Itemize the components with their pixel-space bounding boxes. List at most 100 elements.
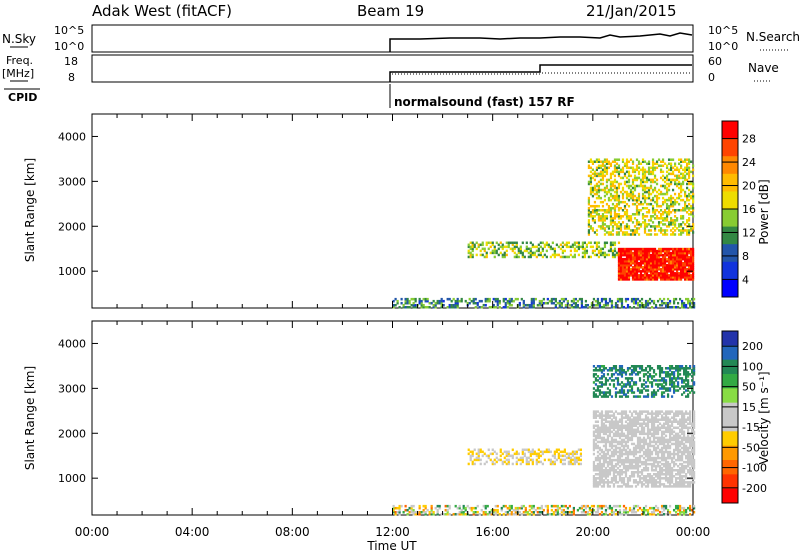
velocity-cell	[652, 512, 656, 516]
velocity-cell	[682, 385, 686, 388]
velocity-cell	[556, 506, 559, 510]
velocity-cell	[642, 452, 646, 456]
power-cell	[611, 196, 615, 200]
power-cell	[647, 196, 651, 200]
power-cell	[653, 166, 657, 170]
power-cell	[635, 223, 639, 226]
velocity-cell	[506, 510, 509, 514]
velocity-cell	[567, 460, 570, 464]
velocity-cell	[610, 410, 614, 413]
power-cell	[621, 247, 625, 251]
power-cell	[438, 299, 441, 303]
velocity-cell	[686, 436, 690, 440]
velocity-cell	[476, 504, 479, 508]
power-cell	[477, 243, 480, 247]
power-cell	[623, 270, 627, 273]
velocity-cell	[608, 434, 612, 438]
velocity-cell	[598, 477, 602, 480]
power-cell	[593, 160, 597, 163]
power-cell	[683, 263, 687, 267]
power-cell	[619, 272, 623, 275]
velocity-cell	[604, 504, 608, 508]
velocity-cell	[680, 452, 684, 456]
power-cell	[619, 200, 623, 204]
power-cell	[608, 297, 612, 301]
velocity-cell	[688, 385, 692, 388]
velocity-cell	[654, 416, 658, 419]
velocity-cell	[652, 481, 656, 484]
power-cell	[645, 223, 649, 226]
velocity-cell	[594, 424, 598, 428]
power-cell	[635, 263, 639, 267]
power-cell	[631, 168, 635, 172]
velocity-cell	[638, 438, 642, 442]
power-cell	[667, 168, 671, 172]
power-cell	[572, 299, 575, 303]
power-cell	[605, 186, 609, 190]
power-cell	[661, 211, 665, 214]
velocity-cell	[608, 481, 612, 484]
power-cell	[669, 198, 673, 202]
velocity-cell	[636, 389, 640, 392]
power-cell	[610, 299, 614, 303]
velocity-cell	[658, 367, 662, 370]
velocity-cell	[624, 450, 628, 454]
power-cell	[537, 253, 540, 257]
velocity-cell	[626, 454, 630, 458]
power-cell	[553, 255, 556, 259]
velocity-cell	[490, 510, 493, 514]
power-cell	[615, 251, 619, 255]
power-cell	[601, 213, 605, 216]
power-cell	[467, 243, 470, 247]
power-cell	[651, 263, 655, 267]
velocity-cell	[460, 512, 463, 516]
power-cell	[601, 219, 605, 222]
velocity-cell	[656, 424, 660, 428]
velocity-cell	[604, 440, 608, 444]
power-cell	[639, 255, 643, 259]
velocity-cell	[614, 479, 618, 482]
power-cell	[625, 253, 629, 257]
velocity-cell	[664, 485, 668, 488]
power-cell	[621, 251, 625, 255]
velocity-cell	[658, 410, 662, 413]
velocity-cell	[499, 448, 502, 452]
velocity-cell	[594, 369, 598, 372]
velocity-cell	[690, 456, 694, 460]
power-cell	[579, 245, 583, 249]
velocity-cell	[656, 475, 660, 478]
power-cell	[400, 301, 403, 305]
velocity-cell	[588, 508, 592, 512]
velocity-cell	[606, 410, 610, 413]
velocity-cell	[630, 466, 634, 470]
power-cell	[450, 299, 453, 303]
power-cell	[531, 245, 534, 249]
power-cell	[615, 158, 619, 161]
power-cell	[673, 200, 677, 204]
velocity-cell	[614, 450, 618, 454]
velocity-cell	[688, 391, 692, 394]
velocity-cell	[684, 369, 688, 372]
power-cell	[673, 164, 677, 168]
power-cell	[601, 217, 605, 220]
power-cell	[659, 170, 663, 174]
power-cell	[611, 172, 615, 176]
velocity-cell	[557, 448, 560, 452]
velocity-cell	[628, 438, 632, 442]
velocity-cell	[664, 434, 668, 438]
power-cell	[645, 278, 649, 281]
power-cell	[467, 251, 470, 255]
velocity-cell	[672, 387, 676, 390]
velocity-cell	[690, 432, 694, 436]
power-cell	[575, 241, 579, 245]
velocity-cell	[644, 389, 648, 392]
power-cell	[646, 303, 650, 307]
velocity-cell	[504, 504, 507, 508]
power-cell	[494, 305, 497, 309]
velocity-cell	[475, 452, 478, 456]
power-cell	[625, 274, 629, 277]
velocity-cell	[662, 371, 666, 374]
power-cell	[508, 303, 511, 307]
velocity-cell	[608, 367, 612, 370]
velocity-cell	[622, 410, 626, 413]
